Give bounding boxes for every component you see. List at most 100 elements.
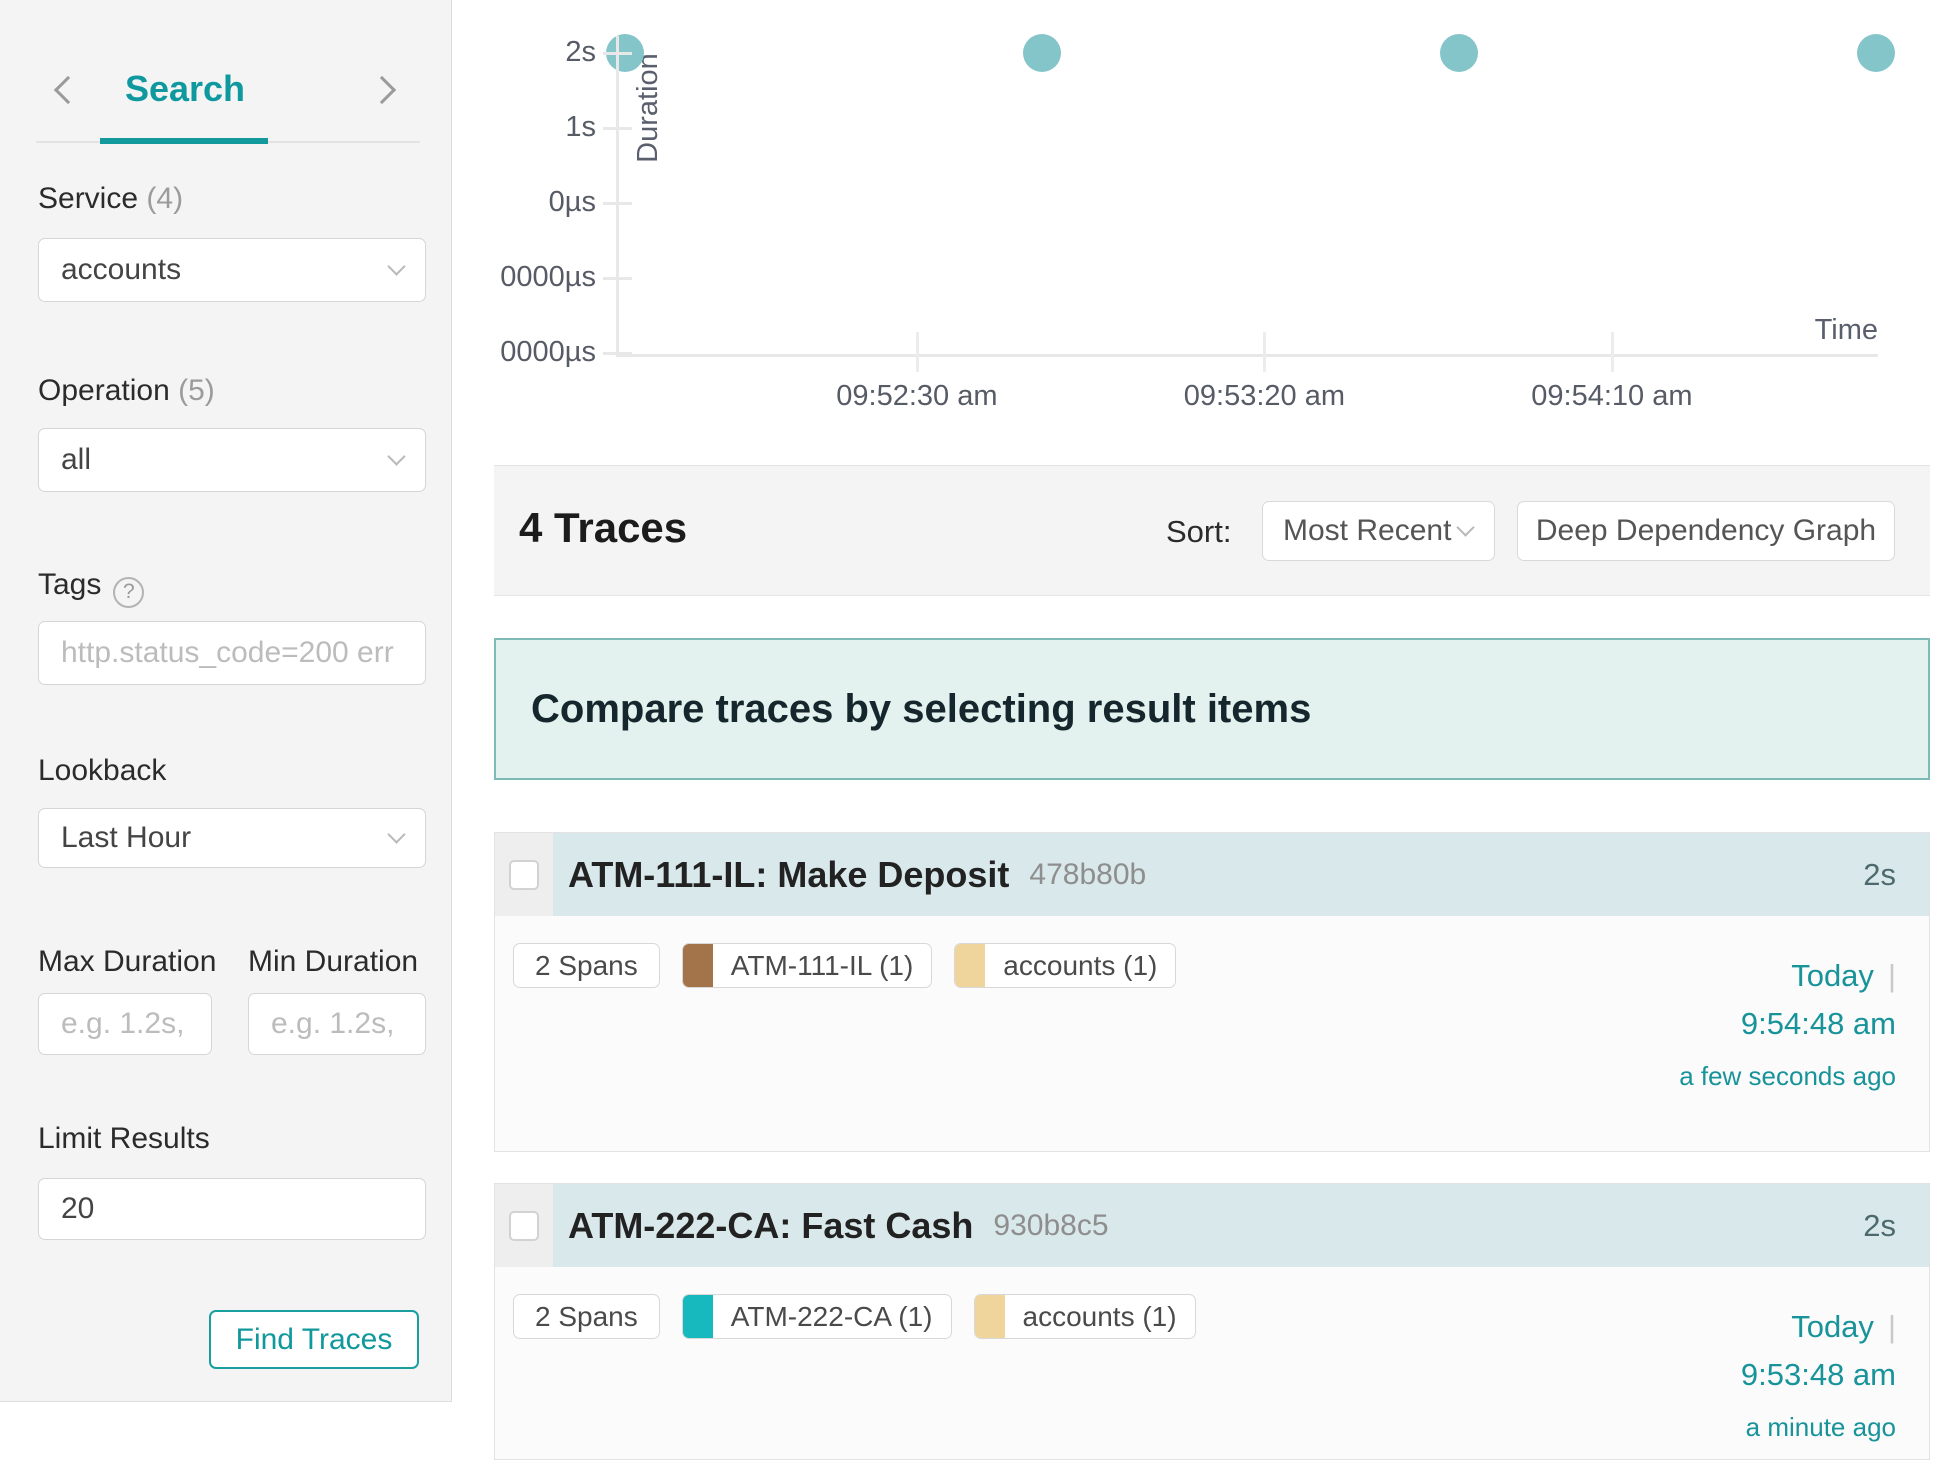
chips-row: 2 Spans ATM-222-CA (1) accounts (1): [513, 1294, 1196, 1339]
x-tick-mark: [915, 332, 919, 372]
y-tick-mark: [603, 52, 632, 55]
lookback-label-text: Lookback: [38, 754, 167, 787]
max-duration-placeholder: e.g. 1.2s,: [61, 1007, 185, 1040]
y-tick-mark: [603, 277, 632, 280]
tags-input[interactable]: http.status_code=200 err: [38, 621, 426, 685]
y-tick-label: 0µs: [548, 186, 596, 218]
trace-relative-time: a minute ago: [1745, 1412, 1896, 1442]
scatter-point[interactable]: [1023, 34, 1061, 72]
service-tag-chip: accounts (1): [973, 1294, 1196, 1339]
trace-time: 9:53:48 am: [1740, 1357, 1896, 1392]
limit-results-input[interactable]: 20: [38, 1178, 426, 1240]
x-axis-title: Time: [1814, 314, 1878, 346]
service-tag-label: ATM-222-CA (1): [730, 1300, 933, 1332]
trace-checkbox[interactable]: [509, 859, 539, 890]
y-axis-title: Duration: [631, 53, 664, 163]
service-tag-chip: ATM-111-IL (1): [681, 943, 933, 988]
chips-row: 2 Spans ATM-111-IL (1) accounts (1): [513, 943, 1177, 988]
trace-date-text: Today: [1791, 958, 1874, 993]
y-tick-label: 2s: [565, 36, 596, 68]
trace-id: 930b8c5: [993, 1208, 1109, 1242]
y-tick-label: 1s: [565, 111, 596, 143]
trace-id: 478b80b: [1029, 857, 1147, 891]
help-icon[interactable]: ?: [113, 576, 145, 608]
trace-date: Today |: [1741, 1309, 1896, 1345]
service-select-value: accounts: [61, 253, 182, 286]
trace-header-bar: ATM-111-IL: Make Deposit 478b80b 2s: [553, 833, 1929, 916]
trace-body: 2 Spans ATM-222-CA (1) accounts (1) Toda…: [495, 1267, 1929, 1459]
service-color-swatch: [974, 1295, 1005, 1338]
trace-result-item[interactable]: ATM-222-CA: Fast Cash 930b8c5 2s 2 Spans…: [494, 1183, 1930, 1460]
service-count: (4): [146, 182, 184, 215]
service-color-swatch: [955, 944, 986, 987]
search-sidebar: Search Service (4) accounts Operation (5…: [0, 0, 452, 1402]
max-duration-input[interactable]: e.g. 1.2s,: [38, 993, 212, 1055]
scatter-point[interactable]: [1440, 34, 1478, 72]
service-label-text: Service: [38, 182, 139, 215]
chevron-right-icon[interactable]: [367, 75, 397, 105]
service-color-swatch: [682, 1295, 713, 1338]
tags-label: Tags?: [38, 568, 145, 608]
checkbox-cell: [495, 1184, 553, 1267]
chevron-down-icon: [387, 257, 406, 276]
trace-relative-time: a few seconds ago: [1679, 1061, 1896, 1091]
trace-body: 2 Spans ATM-111-IL (1) accounts (1) Toda…: [495, 916, 1929, 1151]
span-count-chip: 2 Spans: [513, 943, 660, 988]
operation-select[interactable]: all: [38, 428, 426, 492]
trace-date-column: Today | 9:54:48 am a few seconds ago: [1679, 958, 1896, 1096]
span-count-chip: 2 Spans: [513, 1294, 660, 1339]
chevron-left-icon[interactable]: [53, 75, 83, 105]
limit-results-value: 20: [61, 1192, 95, 1225]
duration-scatter-chart: Duration Time 2s 1s 0µs 0000µs 0000µs 09:52:3…: [453, 0, 1960, 465]
x-axis-line: [616, 354, 1878, 357]
lookback-select-value: Last Hour: [61, 821, 192, 854]
service-color-swatch: [682, 944, 713, 987]
trace-date-column: Today | 9:53:48 am a minute ago: [1741, 1309, 1896, 1447]
compare-banner-text: Compare traces by selecting result items: [531, 686, 1312, 731]
lookback-select[interactable]: Last Hour: [38, 808, 426, 868]
tags-label-text: Tags: [38, 568, 102, 601]
min-duration-input[interactable]: e.g. 1.2s,: [248, 993, 426, 1055]
x-tick-label: 09:52:30 am: [836, 380, 998, 412]
chevron-down-icon: [1456, 518, 1475, 537]
trace-date-text: Today: [1791, 1309, 1874, 1344]
limit-results-label: Limit Results: [38, 1122, 210, 1155]
y-tick-mark: [603, 127, 632, 130]
sort-select[interactable]: Most Recent: [1262, 501, 1495, 561]
y-tick-mark: [603, 202, 632, 205]
date-separator: |: [1887, 958, 1896, 993]
x-tick-mark: [1610, 332, 1614, 372]
trace-title: ATM-222-CA: Fast Cash: [568, 1204, 974, 1246]
service-select[interactable]: accounts: [38, 238, 426, 302]
trace-duration: 2s: [1863, 856, 1896, 892]
service-tag-label: accounts (1): [1022, 1300, 1177, 1332]
find-traces-button[interactable]: Find Traces: [209, 1310, 419, 1369]
x-tick-mark: [1263, 332, 1267, 372]
service-tag-label: ATM-111-IL (1): [730, 949, 914, 981]
date-separator: |: [1887, 1309, 1896, 1344]
operation-select-value: all: [61, 443, 92, 476]
trace-result-item[interactable]: ATM-111-IL: Make Deposit 478b80b 2s 2 Sp…: [494, 832, 1930, 1152]
y-tick-label: 0000µs: [500, 336, 596, 368]
sort-select-value: Most Recent: [1283, 514, 1452, 547]
min-duration-label: Min Duration: [248, 945, 419, 978]
trace-header-bar: ATM-222-CA: Fast Cash 930b8c5 2s: [553, 1184, 1929, 1267]
deep-dependency-graph-button[interactable]: Deep Dependency Graph: [1517, 501, 1895, 561]
trace-title: ATM-111-IL: Make Deposit: [568, 853, 1010, 895]
trace-time: 9:54:48 am: [1740, 1006, 1896, 1041]
chevron-down-icon: [387, 447, 406, 466]
x-tick-label: 09:53:20 am: [1183, 380, 1345, 412]
trace-checkbox[interactable]: [509, 1210, 539, 1241]
y-tick-mark: [603, 352, 632, 355]
trace-duration: 2s: [1863, 1207, 1896, 1243]
results-bar: 4 Traces Sort: Most Recent Deep Dependen…: [494, 465, 1930, 596]
y-axis-line: [616, 36, 619, 357]
operation-count: (5): [178, 374, 215, 407]
tab-search[interactable]: Search: [124, 68, 246, 109]
scatter-point[interactable]: [1857, 34, 1895, 72]
operation-label-text: Operation: [38, 374, 170, 407]
service-label: Service (4): [38, 182, 183, 216]
x-tick-label: 09:54:10 am: [1531, 380, 1693, 412]
y-tick-label: 0000µs: [500, 261, 596, 293]
operation-label: Operation (5): [38, 374, 215, 408]
